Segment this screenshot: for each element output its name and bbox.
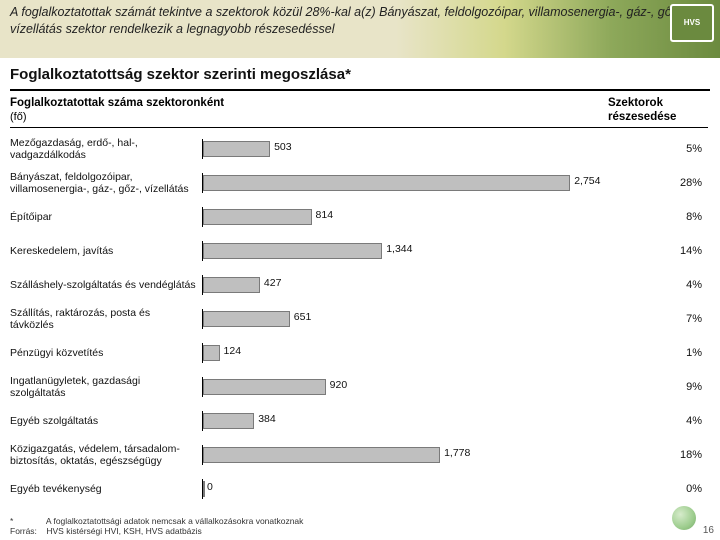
bar: [203, 209, 312, 225]
bar-area: 124: [202, 343, 606, 363]
category-label: Ingatlanügyletek, gazdasági szolgáltatás: [10, 375, 202, 399]
summary-text: A foglalkoztatottak számát tekintve a sz…: [10, 5, 686, 36]
percent-cell: 5%: [608, 132, 708, 166]
chart-row: Közigazgatás, védelem, társadalom-biztos…: [10, 438, 608, 472]
bar-area: 1,344: [202, 241, 606, 261]
bar-value-label: 920: [330, 379, 348, 391]
bar-value-label: 503: [274, 141, 292, 153]
bar: [203, 379, 326, 395]
bar: [203, 481, 205, 497]
bar-value-label: 0: [207, 481, 213, 493]
chart-row: Egyéb szolgáltatás 384: [10, 404, 608, 438]
subheader-right: Szektorok részesedése: [608, 97, 708, 127]
bar: [203, 141, 270, 157]
bar: [203, 175, 570, 191]
footer: * A foglalkoztatottsági adatok nemcsak a…: [10, 516, 710, 536]
source-text: HVS kistérségi HVI, KSH, HVS adatbázis: [46, 526, 201, 536]
percent-cell: 9%: [608, 370, 708, 404]
chart-row: Bányászat, feldolgozóipar, villamosenerg…: [10, 166, 608, 200]
percent-cell: 18%: [608, 438, 708, 472]
bar: [203, 243, 382, 259]
bar-value-label: 427: [264, 277, 282, 289]
category-label: Mezőgazdaság, erdő-, hal-, vadgazdálkodá…: [10, 137, 202, 161]
chart-row: Egyéb tevékenység 0: [10, 472, 608, 506]
hvs-logo: HVS: [670, 4, 714, 42]
percent-cell: 0%: [608, 472, 708, 506]
bar-value-label: 124: [224, 345, 242, 357]
footnote-line: * A foglalkoztatottsági adatok nemcsak a…: [10, 516, 710, 526]
category-label: Szállítás, raktározás, posta és távközlé…: [10, 307, 202, 331]
bar: [203, 277, 260, 293]
category-label: Építőipar: [10, 211, 202, 223]
source-label: Forrás:: [10, 526, 44, 536]
bar-area: 920: [202, 377, 606, 397]
percent-cell: 4%: [608, 268, 708, 302]
bar-value-label: 384: [258, 413, 276, 425]
chart-row: Pénzügyi közvetítés 124: [10, 336, 608, 370]
percent-cell: 14%: [608, 234, 708, 268]
percent-cell: 28%: [608, 166, 708, 200]
bar-area: 651: [202, 309, 606, 329]
footnote-text: A foglalkoztatottsági adatok nemcsak a v…: [46, 516, 304, 526]
bar: [203, 413, 254, 429]
footnote-marker: *: [10, 516, 44, 526]
category-label: Kereskedelem, javítás: [10, 245, 202, 257]
bar-value-label: 2,754: [574, 175, 600, 187]
percent-column: Szektorok részesedése 5%28%8%14%4%7%1%9%…: [608, 97, 708, 506]
subheader-left-rule: [10, 127, 608, 128]
subheader-right-rule: [608, 127, 708, 128]
chart-row: Ingatlanügyletek, gazdasági szolgáltatás…: [10, 370, 608, 404]
chart-row: Szállítás, raktározás, posta és távközlé…: [10, 302, 608, 336]
bar-area: 814: [202, 207, 606, 227]
bar-area: 503: [202, 139, 606, 159]
bar-value-label: 814: [316, 209, 334, 221]
subheader-left: Foglalkoztatottak száma szektoronként (f…: [10, 97, 608, 127]
bar-area: 384: [202, 411, 606, 431]
page-number: 16: [703, 525, 714, 536]
percent-cell: 8%: [608, 200, 708, 234]
bar: [203, 311, 290, 327]
content-area: Foglalkoztatottak száma szektoronként (f…: [0, 97, 720, 506]
bar-value-label: 1,344: [386, 243, 412, 255]
category-label: Pénzügyi közvetítés: [10, 347, 202, 359]
percent-cell: 4%: [608, 404, 708, 438]
bar-area: 1,778: [202, 445, 606, 465]
subheader-left-line1: Foglalkoztatottak száma szektoronként: [10, 97, 224, 109]
title-rule: [10, 89, 710, 91]
bar-area: 2,754: [202, 173, 606, 193]
bar-value-label: 1,778: [444, 447, 470, 459]
chart-row: Mezőgazdaság, erdő-, hal-, vadgazdálkodá…: [10, 132, 608, 166]
bar: [203, 345, 220, 361]
category-label: Bányászat, feldolgozóipar, villamosenerg…: [10, 171, 202, 195]
chart-column: Foglalkoztatottak száma szektoronként (f…: [10, 97, 608, 506]
page-title: Foglalkoztatottság szektor szerinti mego…: [0, 58, 720, 87]
bar-area: 427: [202, 275, 606, 295]
percent-cell: 1%: [608, 336, 708, 370]
chart-row: Kereskedelem, javítás 1,344: [10, 234, 608, 268]
percent-list: 5%28%8%14%4%7%1%9%4%18%0%: [608, 132, 708, 506]
globe-icon: [672, 506, 696, 530]
summary-header: A foglalkoztatottak számát tekintve a sz…: [0, 0, 720, 58]
category-label: Szálláshely-szolgáltatás és vendéglátás: [10, 279, 202, 291]
source-line: Forrás: HVS kistérségi HVI, KSH, HVS ada…: [10, 526, 710, 536]
bar: [203, 447, 440, 463]
bar-value-label: 651: [294, 311, 312, 323]
category-label: Közigazgatás, védelem, társadalom-biztos…: [10, 443, 202, 467]
category-label: Egyéb tevékenység: [10, 483, 202, 495]
bar-chart: Mezőgazdaság, erdő-, hal-, vadgazdálkodá…: [10, 132, 608, 506]
category-label: Egyéb szolgáltatás: [10, 415, 202, 427]
subheader-left-unit: (fő): [10, 111, 27, 123]
chart-row: Építőipar 814: [10, 200, 608, 234]
bar-area: 0: [202, 479, 606, 499]
hvs-logo-text: HVS: [684, 18, 700, 29]
percent-cell: 7%: [608, 302, 708, 336]
chart-row: Szálláshely-szolgáltatás és vendéglátás 4…: [10, 268, 608, 302]
